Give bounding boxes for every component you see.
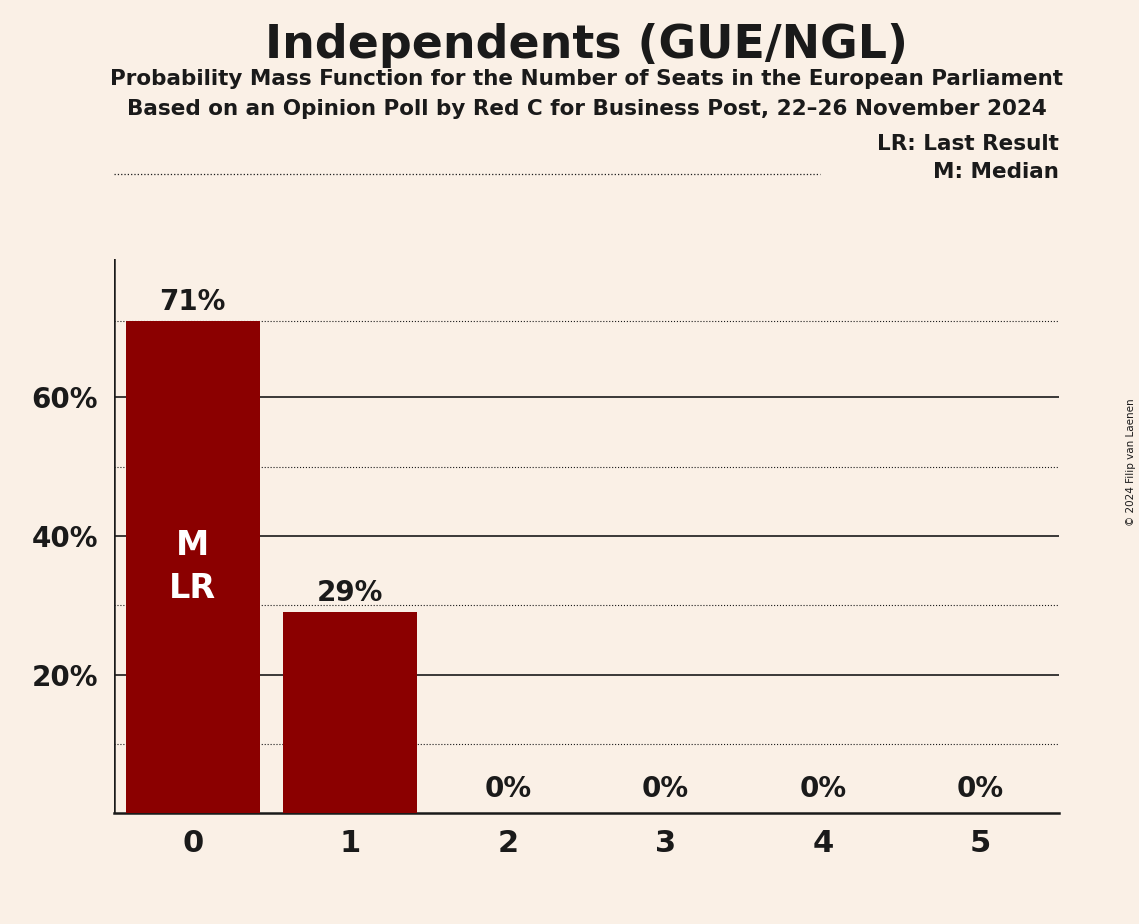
Text: M
LR: M LR: [169, 529, 216, 605]
Text: 71%: 71%: [159, 287, 226, 316]
Bar: [284, 612, 417, 813]
Text: Based on an Opinion Poll by Red C for Business Post, 22–26 November 2024: Based on an Opinion Poll by Red C for Bu…: [126, 99, 1047, 119]
Text: LR: Last Result: LR: Last Result: [877, 134, 1059, 154]
Text: 0%: 0%: [641, 774, 689, 803]
Text: © 2024 Filip van Laenen: © 2024 Filip van Laenen: [1126, 398, 1136, 526]
Text: Independents (GUE/NGL): Independents (GUE/NGL): [265, 23, 908, 68]
Text: M: Median: M: Median: [933, 162, 1059, 182]
Text: 0%: 0%: [800, 774, 846, 803]
Text: 0%: 0%: [484, 774, 532, 803]
Text: 29%: 29%: [317, 578, 384, 606]
Text: 0%: 0%: [957, 774, 1005, 803]
Bar: [125, 322, 260, 813]
Text: Probability Mass Function for the Number of Seats in the European Parliament: Probability Mass Function for the Number…: [110, 69, 1063, 90]
